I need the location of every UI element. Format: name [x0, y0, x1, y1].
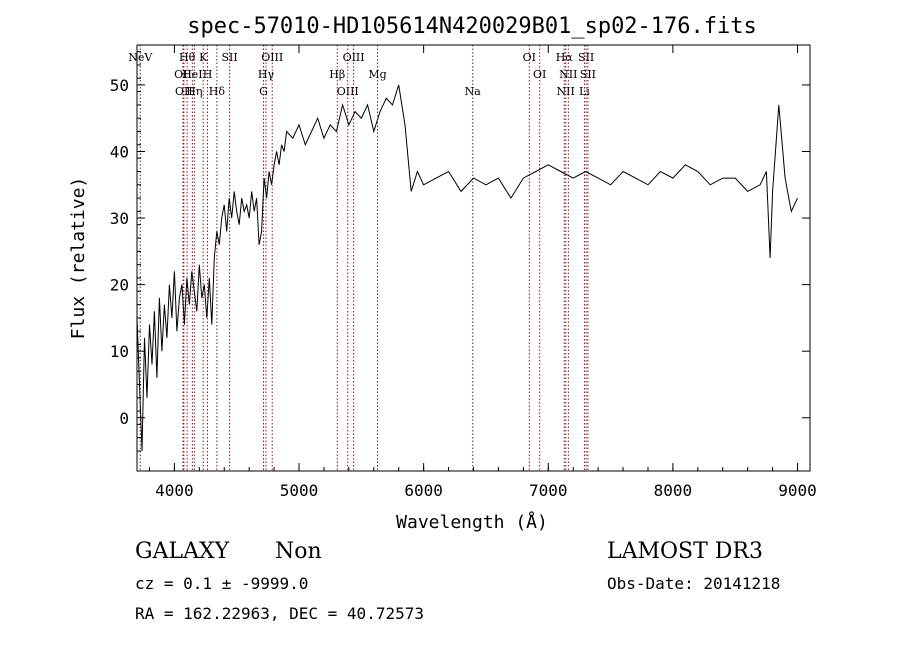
spectral-line-labels: NeV OII OII Hθ HeI Hη KH Hδ SII Hγ G OIII Hβ OIII OIII…	[128, 51, 596, 98]
x-axis-ticks: 4000 5000 6000 7000 8000 9000	[148, 45, 817, 500]
x-tick-label: 9000	[778, 481, 817, 500]
spectral-line-label: HeI	[182, 68, 202, 81]
spectral-line-label: Hδ	[209, 85, 226, 98]
x-tick-label: 8000	[654, 481, 693, 500]
spectral-line-label: Hη	[186, 85, 202, 98]
spectral-line-label: OI	[533, 68, 546, 81]
spectral-line-label: Hα	[556, 51, 574, 64]
spectral-line-label: Hθ	[179, 51, 196, 64]
spectral-line-label: NII	[559, 68, 577, 81]
redshift-line: cz = 0.1 ± -9999.0	[135, 574, 308, 593]
spectral-line-label: Mg	[368, 68, 386, 81]
y-axis-ticks: 0 10 20 30 40 50	[110, 51, 810, 452]
y-axis-label: Flux (relative)	[68, 177, 89, 340]
spectral-line-label: NeV	[128, 51, 153, 64]
spectral-line-label: Na	[465, 85, 482, 98]
spectral-line-label: SII	[578, 51, 594, 64]
spectral-line-label: OII	[175, 85, 193, 98]
x-tick-label: 6000	[404, 481, 443, 500]
obs-date-line: Obs-Date: 20141218	[607, 574, 780, 593]
spectral-line-label: K	[199, 51, 208, 64]
spectral-line-label: H	[203, 68, 213, 81]
y-tick-label: 10	[110, 342, 129, 361]
chart-title: spec-57010-HD105614N420029B01_sp02-176.f…	[187, 14, 757, 39]
spectral-line-label: G	[259, 85, 268, 98]
spectral-line-label: OII	[174, 68, 192, 81]
spectral-line-label: Hβ	[329, 68, 345, 81]
y-tick-label: 40	[110, 143, 129, 162]
object-class-label: GALAXY	[135, 539, 230, 564]
spectral-line-label: OIII	[343, 51, 365, 64]
spectral-line-label: OIII	[337, 85, 359, 98]
spectral-line-label: Hγ	[258, 68, 275, 81]
spectral-line-label: SII	[221, 51, 237, 64]
spectral-line-label: OI	[523, 51, 536, 64]
spectral-line-label: Li	[579, 85, 590, 98]
y-tick-label: 30	[110, 209, 129, 228]
coordinates-line: RA = 162.22963, DEC = 40.72573	[135, 604, 424, 623]
survey-label: LAMOST DR3	[607, 539, 763, 564]
x-tick-label: 4000	[155, 481, 194, 500]
x-axis-label: Wavelength (Å)	[396, 511, 548, 533]
y-tick-label: 20	[110, 276, 129, 295]
spectrum-series-line	[136, 84, 798, 452]
spectral-line-label: SII	[580, 68, 596, 81]
x-tick-label: 5000	[280, 481, 319, 500]
y-tick-label: 50	[110, 76, 129, 95]
spectral-line-label: OIII	[261, 51, 283, 64]
spectral-line-label: NII	[557, 85, 575, 98]
spectral-line-markers	[139, 45, 589, 471]
plot-frame	[136, 44, 811, 472]
subclass-label: Non	[275, 539, 322, 564]
y-tick-label: 0	[119, 409, 129, 428]
x-tick-label: 7000	[529, 481, 568, 500]
